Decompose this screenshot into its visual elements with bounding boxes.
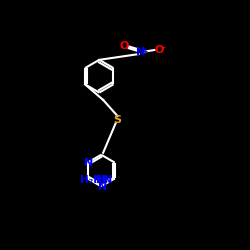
Text: +: + bbox=[142, 47, 148, 56]
Text: N: N bbox=[84, 158, 93, 168]
Text: O: O bbox=[154, 45, 164, 55]
Text: N: N bbox=[98, 182, 107, 192]
Text: 2: 2 bbox=[103, 178, 108, 184]
Text: S: S bbox=[114, 114, 122, 124]
Text: -: - bbox=[162, 44, 166, 52]
Text: H₂N: H₂N bbox=[80, 175, 102, 185]
Text: N: N bbox=[104, 175, 113, 185]
Text: N: N bbox=[136, 47, 145, 57]
Text: O: O bbox=[120, 41, 129, 51]
Text: H: H bbox=[96, 175, 105, 185]
